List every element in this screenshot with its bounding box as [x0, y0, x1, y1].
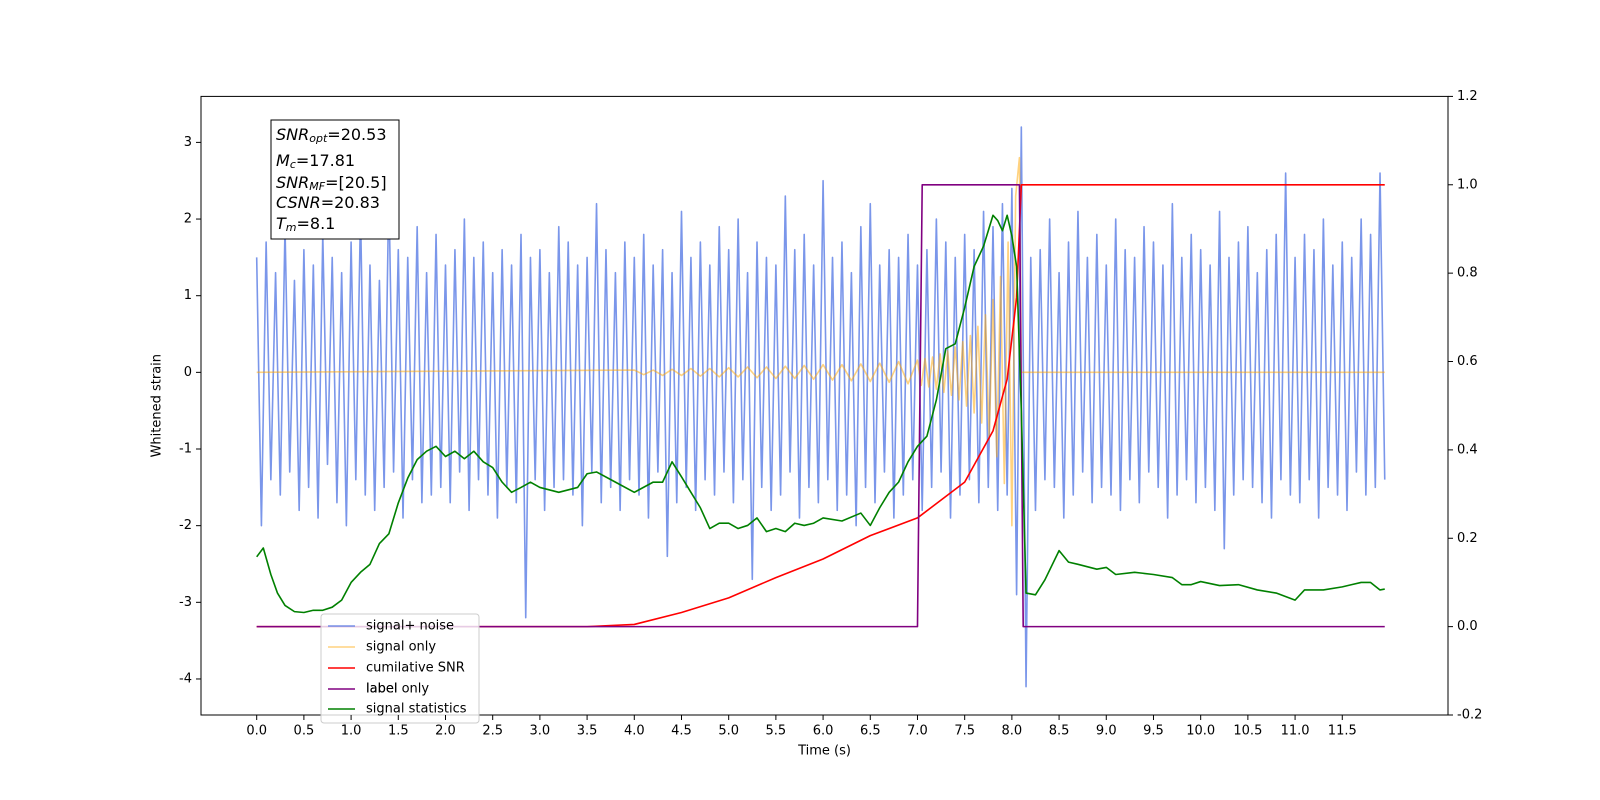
annotation-base: T — [276, 214, 287, 233]
legend-label: label — [366, 682, 397, 697]
annotation: CSNR=20.83 — [276, 193, 380, 212]
y-axis-label: Whitened strain — [150, 354, 165, 457]
annotation-base: CSNR — [276, 193, 321, 212]
x-axis-label: Time (s) — [797, 744, 851, 759]
y-tick-label: 2 — [184, 212, 192, 227]
legend-ghost: label only — [366, 682, 429, 697]
x-tick-label: 11.5 — [1328, 724, 1357, 739]
y-tick-label: -1 — [179, 442, 192, 457]
plot-area — [255, 126, 1386, 688]
x-tick-label: 2.0 — [435, 724, 456, 739]
x-tick-label: 10.5 — [1233, 724, 1262, 739]
y2-tick-label: 0.0 — [1457, 619, 1478, 634]
annotation-sub: opt — [309, 132, 328, 145]
legend-frame — [320, 613, 480, 724]
x-tick-label: 0.0 — [246, 724, 267, 739]
x-tick-label: 7.5 — [954, 724, 975, 739]
annotation-rest: =17.81 — [296, 151, 355, 170]
y-tick-label: 1 — [184, 288, 192, 303]
x-tick-label: 10.0 — [1186, 724, 1215, 739]
x-tick-label: 9.5 — [1143, 724, 1164, 739]
annotation-sub: c — [290, 158, 296, 171]
y2-tick-label: 1.0 — [1457, 177, 1478, 192]
y-tick-label: 3 — [184, 135, 192, 150]
annotation-base: M — [276, 151, 290, 170]
x-tick-label: 1.5 — [388, 724, 409, 739]
y-tick-label: -2 — [179, 518, 192, 533]
annotation-rest: =20.83 — [321, 193, 380, 212]
axes-frame — [200, 95, 1449, 716]
annotation: SNRMF=[20.5] — [276, 173, 387, 194]
x-tick-label: 7.0 — [907, 724, 928, 739]
x-tick-label: 1.0 — [341, 724, 362, 739]
annotation: Tm=8.1 — [276, 214, 335, 235]
x-tick-label: 4.0 — [624, 724, 645, 739]
x-tick-label: 6.0 — [813, 724, 834, 739]
y2-tick-label: 0.2 — [1457, 531, 1478, 546]
legend: label only signal+ noise signal only cumila… — [320, 613, 480, 724]
series-line — [256, 214, 1385, 614]
y2-tick-label: -0.2 — [1457, 708, 1482, 723]
series-line — [255, 126, 1386, 688]
x-tick-label: 2.5 — [482, 724, 503, 739]
annotation-frame — [270, 119, 400, 240]
series-line — [256, 183, 1385, 628]
annotation-rest: =8.1 — [297, 214, 336, 233]
x-tick-label: 9.0 — [1096, 724, 1117, 739]
y-tick-label: -3 — [179, 595, 192, 610]
annotation: Mc=17.81 — [276, 151, 355, 172]
x-tick-label: 3.5 — [577, 724, 598, 739]
annotation-base: SNR — [276, 173, 309, 192]
y2-tick-label: 0.4 — [1457, 442, 1478, 457]
y2-tick-label: 0.6 — [1457, 354, 1478, 369]
x-tick-label: 8.5 — [1049, 724, 1070, 739]
legend-label: signal statistics — [366, 702, 467, 717]
x-tick-label: 5.0 — [718, 724, 739, 739]
y-tick-label: 0 — [184, 365, 192, 380]
legend-label: signal only — [366, 640, 436, 655]
annotation-box: SNRopt=20.53Mc=17.81SNRMF=[20.5]CSNR=20.… — [270, 119, 400, 240]
legend-label: cumilative SNR — [366, 661, 465, 676]
x-tick-label: 4.5 — [671, 724, 692, 739]
y-tick-label: -4 — [179, 671, 192, 686]
x-tick-label: 0.5 — [294, 724, 315, 739]
x-tick-label: 5.5 — [766, 724, 787, 739]
annotation-rest: =[20.5] — [325, 173, 387, 192]
y2-tick-label: 0.8 — [1457, 266, 1478, 281]
annotation-rest: =20.53 — [327, 125, 386, 144]
annotation-sub: MF — [309, 180, 325, 193]
x-tick-label: 3.0 — [530, 724, 551, 739]
legend-label: signal+ noise — [366, 619, 454, 634]
annotation: SNRopt=20.53 — [276, 125, 387, 146]
x-tick-label: 6.5 — [860, 724, 881, 739]
annotation-sub: m — [286, 221, 297, 234]
annotation-base: SNR — [276, 125, 309, 144]
y2-tick-label: 1.2 — [1457, 89, 1478, 104]
series-line — [256, 183, 1385, 628]
x-tick-label: 11.0 — [1281, 724, 1310, 739]
x-tick-label: 8.0 — [1002, 724, 1023, 739]
